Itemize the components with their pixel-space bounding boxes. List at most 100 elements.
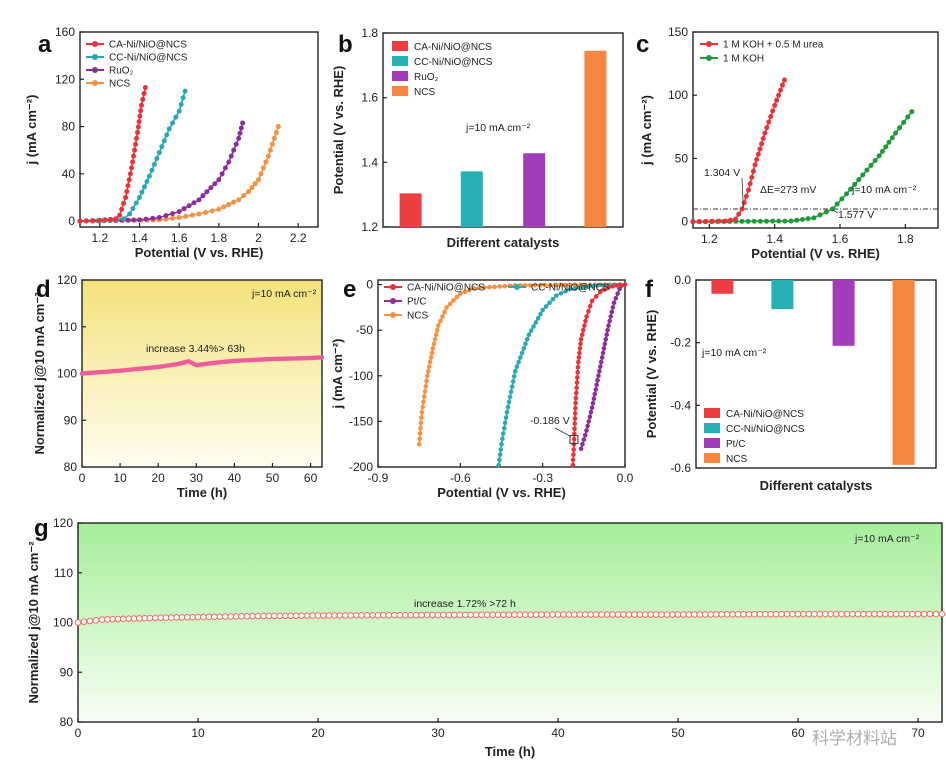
data-point (597, 368, 602, 374)
data-point (749, 174, 755, 180)
data-point (467, 611, 475, 619)
data-point (757, 146, 763, 152)
data-point (751, 218, 757, 224)
y-tick-label: 160 (55, 25, 75, 39)
data-point (498, 447, 504, 452)
x-tick-label: 1.4 (766, 232, 783, 246)
data-point (578, 341, 583, 347)
x-tick-label: 0 (79, 471, 86, 485)
data-point (428, 355, 434, 360)
data-point (241, 193, 247, 199)
data-point (732, 216, 738, 222)
y-tick-label: 100 (57, 367, 77, 381)
legend-label: Pt/C (726, 439, 745, 450)
data-point (600, 350, 606, 356)
y-tick-label: -0.4 (670, 398, 691, 412)
legend-entry: NCS (704, 453, 747, 465)
data-point (74, 619, 82, 626)
data-point (142, 85, 148, 91)
x-tick-label: 60 (304, 471, 318, 485)
legend-entry: Pt/C (704, 438, 745, 450)
data-point (461, 611, 469, 619)
x-axis-label: Different catalysts (447, 235, 560, 250)
data-point (426, 364, 432, 369)
data-point (599, 355, 605, 360)
data-point (135, 129, 141, 135)
x-tick-label: 70 (911, 726, 925, 740)
data-point (146, 173, 152, 179)
legend-entry: CA-Ni/NiO@NCS (704, 408, 804, 420)
data-point (832, 610, 840, 618)
data-point (575, 364, 581, 370)
data-point (519, 350, 525, 356)
data-point (582, 432, 588, 438)
data-point (209, 208, 215, 214)
legend-swatch (704, 438, 720, 448)
data-point (854, 610, 862, 618)
data-point (380, 611, 387, 619)
data-point (794, 610, 802, 618)
data-point (636, 611, 644, 618)
data-point (578, 446, 584, 452)
data-point (600, 282, 606, 288)
data-point (260, 165, 266, 171)
data-point (605, 327, 610, 333)
data-point (583, 318, 588, 324)
data-point (496, 462, 502, 468)
series-trace (79, 355, 325, 376)
data-point (723, 611, 731, 618)
annotation-marker (569, 435, 579, 445)
data-point (482, 285, 487, 290)
data-point (518, 355, 523, 360)
data-point (424, 378, 429, 384)
data-point (104, 616, 111, 623)
data-point (571, 441, 577, 447)
legend-label: Pt/C (407, 297, 426, 308)
data-point (478, 611, 485, 619)
legend-swatch (392, 41, 408, 51)
x-tick-label: 0 (75, 726, 82, 740)
data-point (685, 611, 693, 618)
y-tick-label: 100 (668, 88, 688, 102)
data-point (723, 218, 729, 224)
data-point (565, 611, 573, 618)
x-axis-label: Potential (V vs. RHE) (437, 485, 566, 500)
x-tick-label: 2 (255, 231, 262, 245)
data-point (614, 611, 622, 618)
data-point (429, 611, 436, 619)
panel-e: -200 -150 -100 -50 0 -0.9 -0.6 -0.3 0.0 Potential… (330, 276, 634, 500)
data-point (418, 420, 424, 426)
data-point (860, 610, 867, 618)
bar (584, 50, 607, 228)
panel-g: 80 90 100 110 120 0 10 20 30 40 50 60 70 Time (h) Norm… (26, 515, 946, 759)
data-point (757, 218, 763, 224)
data-point (647, 611, 655, 618)
data-point (173, 114, 179, 120)
data-point (444, 305, 449, 310)
data-point (431, 341, 437, 347)
data-point (772, 610, 780, 618)
data-point (571, 447, 576, 452)
data-point (567, 286, 573, 292)
data-point (508, 389, 514, 395)
data-point (658, 611, 665, 618)
annotation-arrow (741, 177, 744, 209)
data-point (336, 612, 344, 619)
data-point (170, 120, 176, 126)
data-point (319, 355, 325, 360)
data-point (521, 346, 527, 351)
data-point (166, 126, 172, 132)
x-axis-label: Potential (V vs. RHE) (751, 246, 880, 261)
data-point (176, 108, 182, 114)
x-tick-label: 20 (311, 726, 325, 740)
data-point (914, 610, 922, 618)
data-point (227, 613, 235, 620)
data-point (219, 171, 225, 177)
data-point (734, 610, 742, 618)
data-point (133, 141, 139, 147)
data-point (581, 284, 587, 290)
panel-label-d: d (36, 276, 51, 303)
data-point (494, 611, 502, 619)
panel-f: -0.6 -0.4 -0.2 0.0 Different catalysts Potent… (644, 273, 937, 493)
data-point (134, 135, 140, 141)
